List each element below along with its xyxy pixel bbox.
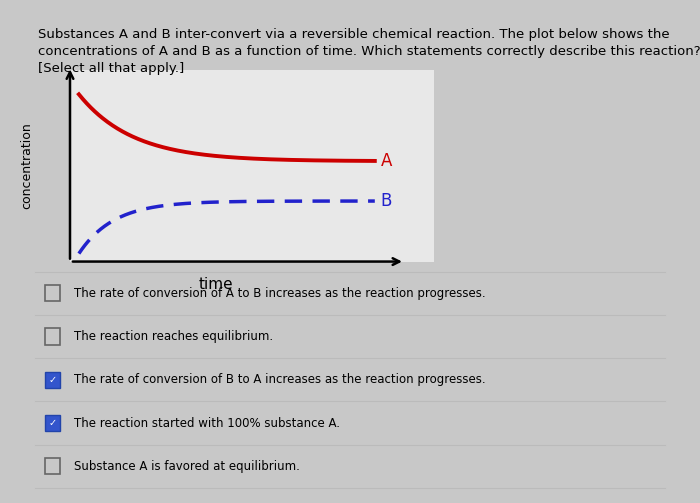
Text: B: B [381, 192, 392, 210]
Text: time: time [198, 277, 233, 292]
Text: Substance A is favored at equilibrium.: Substance A is favored at equilibrium. [74, 460, 300, 473]
Text: Substances A and B inter-convert via a reversible chemical reaction. The plot be: Substances A and B inter-convert via a r… [38, 28, 700, 74]
Text: ✓: ✓ [48, 418, 57, 428]
Text: The reaction reaches equilibrium.: The reaction reaches equilibrium. [74, 330, 272, 343]
Text: A: A [381, 152, 392, 170]
Text: The rate of conversion of B to A increases as the reaction progresses.: The rate of conversion of B to A increas… [74, 373, 485, 386]
Text: The reaction started with 100% substance A.: The reaction started with 100% substance… [74, 416, 340, 430]
Text: concentration: concentration [20, 123, 33, 209]
Text: The rate of conversion of A to B increases as the reaction progresses.: The rate of conversion of A to B increas… [74, 287, 485, 300]
Text: ✓: ✓ [48, 375, 57, 385]
